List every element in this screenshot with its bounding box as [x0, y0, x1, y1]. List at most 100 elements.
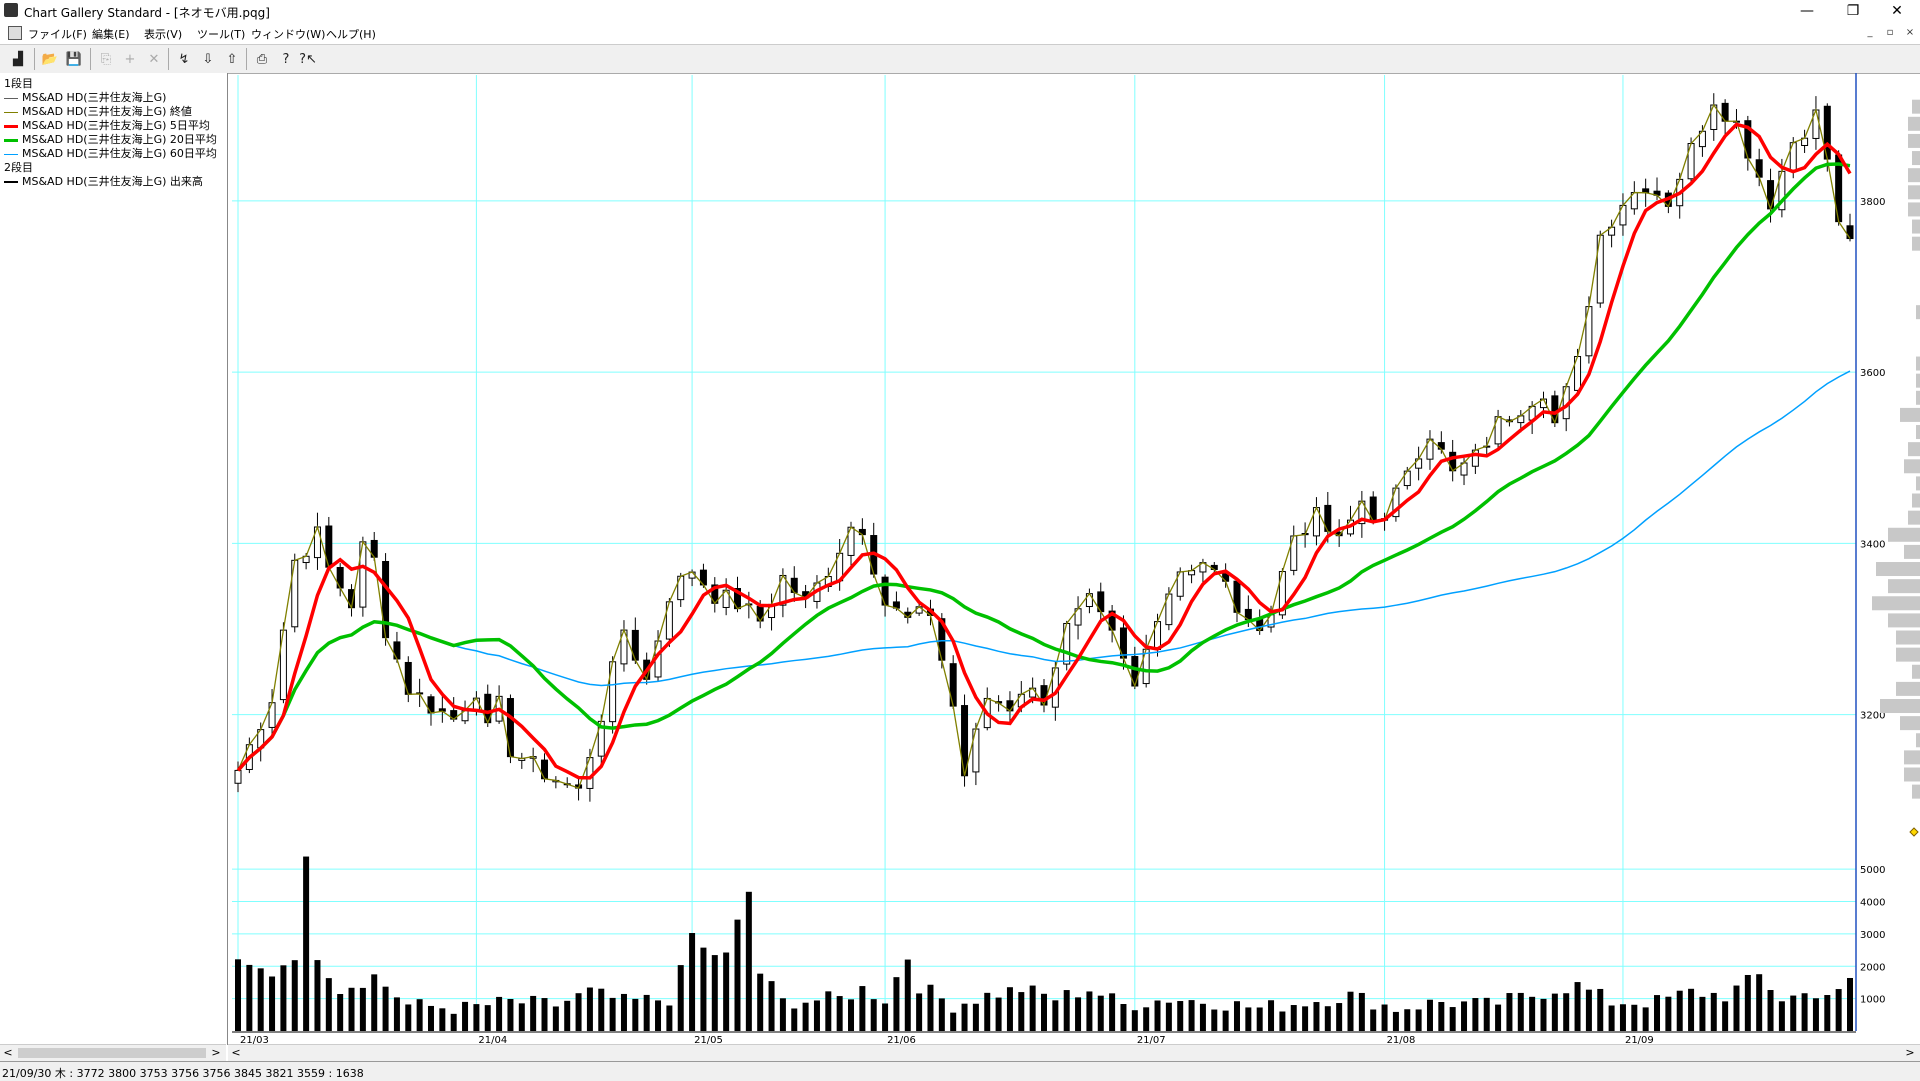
volume-bar	[1597, 988, 1604, 1031]
volume-bar	[1461, 1001, 1468, 1031]
scroll-left-icon[interactable]: <	[3, 1046, 13, 1059]
volume-bar	[564, 1000, 571, 1031]
mdi-minimize-button[interactable]: _	[1867, 27, 1873, 38]
print-icon[interactable]: ⎙	[256, 52, 268, 67]
legend-item[interactable]: MS&AD HD(三井住友海上G) 出来高	[4, 173, 203, 188]
volume-bar	[1665, 996, 1672, 1031]
copy-icon[interactable]: ⎘	[100, 52, 112, 67]
price-distribution-bar	[1912, 784, 1920, 799]
volume-bar	[1801, 993, 1808, 1031]
volume-bar	[235, 959, 241, 1031]
volume-bar	[984, 992, 991, 1031]
help-icon[interactable]: ?	[282, 52, 290, 67]
volume-bar	[246, 964, 253, 1031]
volume-bar	[337, 994, 344, 1031]
line-swatch-icon	[4, 97, 18, 99]
volume-bar	[916, 993, 923, 1031]
volume-bar	[575, 993, 582, 1031]
add-icon[interactable]: +	[124, 52, 136, 67]
legend-item[interactable]: MS&AD HD(三井住友海上G) 5日平均	[4, 117, 210, 132]
context-help-icon[interactable]: ?↖	[299, 52, 317, 67]
volume-bar	[1699, 996, 1706, 1031]
volume-bar	[1290, 1005, 1297, 1031]
scroll-thumb[interactable]	[18, 1048, 206, 1058]
minimize-button[interactable]: —	[1800, 3, 1814, 19]
chart-scrollbar[interactable]: < >	[228, 1044, 1920, 1061]
volume-bar	[257, 968, 264, 1031]
volume-bar	[1472, 998, 1479, 1031]
volume-bar	[995, 997, 1002, 1031]
volume-bar	[972, 1003, 979, 1031]
menu-help[interactable]: ヘルプ(H)	[326, 28, 376, 41]
upload-icon[interactable]: ⇧	[226, 52, 238, 67]
volume-bar	[507, 998, 514, 1031]
document-icon[interactable]	[8, 26, 22, 40]
scroll-left-icon[interactable]: <	[231, 1046, 241, 1059]
download-icon[interactable]: ⇩	[202, 52, 214, 67]
volume-bar	[586, 987, 593, 1031]
stock-chart[interactable]: 3200 3400 3600 3800 1000 2000 3000 4000 5000 21/0…	[228, 73, 1920, 1045]
menu-edit[interactable]: 編集(E)	[92, 28, 130, 41]
cursor-marker-icon	[1909, 827, 1919, 837]
menu-file[interactable]: ファイル(F)	[28, 28, 87, 41]
volume-bar	[1143, 1007, 1150, 1031]
volume-bar	[1052, 1000, 1059, 1031]
legend-item[interactable]: MS&AD HD(三井住友海上G) 60日平均	[4, 145, 217, 160]
price-tick-label: 3400	[1860, 539, 1885, 550]
price-distribution-bar	[1904, 459, 1920, 474]
volume-bar	[779, 998, 786, 1031]
price-distribution-bar	[1908, 185, 1920, 200]
scroll-right-icon[interactable]: >	[1905, 1046, 1915, 1059]
menu-window[interactable]: ウィンドウ(W)	[251, 28, 326, 41]
price-distribution-bar	[1912, 493, 1920, 508]
close-button[interactable]: ✕	[1891, 3, 1903, 19]
volume-bar	[1336, 1003, 1343, 1031]
toolbar-separator	[246, 48, 247, 70]
legend-item[interactable]: MS&AD HD(三井住友海上G) 終値	[4, 103, 192, 118]
menu-view[interactable]: 表示(V)	[144, 28, 183, 41]
price-distribution-bar	[1900, 716, 1920, 731]
volume-bar	[1540, 998, 1547, 1031]
volume-bar	[1370, 1009, 1377, 1031]
mdi-restore-button[interactable]: ▫	[1886, 27, 1894, 38]
legend-item[interactable]: MS&AD HD(三井住友海上G) 20日平均	[4, 131, 217, 146]
date-tick-label: 21/06	[887, 1035, 916, 1045]
legend-label: MS&AD HD(三井住友海上G) 出来高	[22, 175, 203, 188]
ma20-line	[236, 162, 1851, 772]
line-swatch-icon	[4, 111, 18, 113]
volume-bar	[1824, 995, 1831, 1031]
volume-bar	[734, 919, 741, 1031]
open-folder-icon[interactable]: 📂	[41, 52, 59, 67]
legend-panel: 1段目 MS&AD HD(三井住友海上G) MS&AD HD(三井住友海上G) …	[0, 73, 228, 1045]
mdi-close-button[interactable]: ×	[1905, 27, 1915, 38]
date-tick-label: 21/08	[1387, 1035, 1416, 1045]
legend-label: MS&AD HD(三井住友海上G) 20日平均	[22, 133, 217, 146]
legend-item[interactable]: MS&AD HD(三井住友海上G)	[4, 89, 167, 104]
volume-tick-label: 1000	[1860, 995, 1885, 1006]
volume-bar	[677, 965, 684, 1031]
line-swatch-icon	[4, 138, 18, 142]
volume-bar	[1177, 1001, 1184, 1031]
delete-icon[interactable]: ✕	[148, 52, 160, 67]
volume-bar	[904, 959, 911, 1031]
legend-label: MS&AD HD(三井住友海上G)	[22, 91, 167, 104]
volume-bar	[1438, 1002, 1445, 1031]
zoom-icon[interactable]: ↯	[178, 52, 190, 67]
volume-bar	[791, 1008, 798, 1031]
volume-bar	[1529, 996, 1536, 1031]
volume-bar	[427, 1005, 434, 1031]
volume-bar	[1233, 1001, 1240, 1031]
volume-bar	[1392, 1011, 1399, 1031]
price-distribution-bar	[1888, 613, 1920, 628]
volume-bar	[689, 933, 696, 1031]
save-icon[interactable]: 💾	[65, 52, 83, 67]
legend-scrollbar[interactable]: < >	[0, 1044, 226, 1061]
menu-tools[interactable]: ツール(T)	[197, 28, 246, 41]
volume-bar	[1313, 1002, 1320, 1031]
volume-bar	[1154, 1000, 1161, 1031]
volume-bar	[950, 1012, 957, 1031]
restore-button[interactable]: ❐	[1846, 3, 1860, 19]
chart-type-icon[interactable]: ▟	[13, 52, 23, 67]
volume-bar	[1347, 991, 1354, 1031]
scroll-right-icon[interactable]: >	[211, 1046, 221, 1059]
